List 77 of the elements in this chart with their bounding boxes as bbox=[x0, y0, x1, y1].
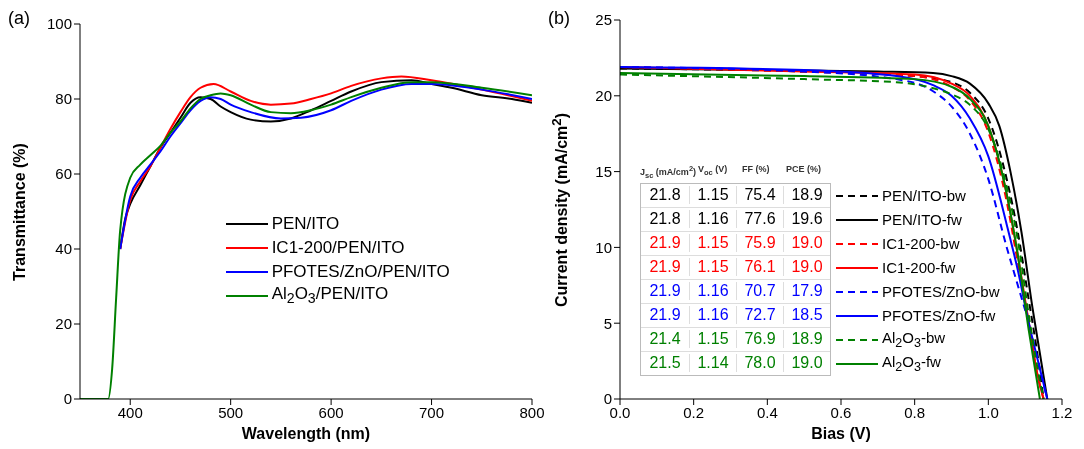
x-tick-label: 800 bbox=[519, 403, 545, 421]
annotation: 21.9 bbox=[649, 258, 681, 276]
annotation: 18.9 bbox=[791, 186, 823, 204]
y-tick-label: 60 bbox=[55, 165, 72, 183]
x-tick-label: 0.0 bbox=[609, 403, 631, 421]
annotation: 19.0 bbox=[791, 258, 823, 276]
annotation: 1.15 bbox=[697, 186, 729, 204]
annotation: 21.8 bbox=[649, 186, 681, 204]
legend-label: IC1-200/PEN/ITO bbox=[271, 237, 405, 258]
annotation: 21.5 bbox=[649, 354, 681, 372]
annotation: 19.0 bbox=[791, 234, 823, 252]
x-tick-label: 700 bbox=[419, 403, 445, 421]
legend-label: PFOTES/ZnO-bw bbox=[882, 283, 1000, 301]
annotation: 76.9 bbox=[744, 330, 776, 348]
annotation: 21.9 bbox=[649, 306, 681, 324]
annotation: 72.7 bbox=[744, 306, 776, 324]
annotation: 78.0 bbox=[744, 354, 776, 372]
y-tick-label: 80 bbox=[55, 90, 72, 108]
y-tick-label: 0 bbox=[603, 390, 612, 408]
annotation: 75.9 bbox=[744, 234, 776, 252]
annotation: 1.15 bbox=[697, 330, 729, 348]
annotation: 1.16 bbox=[697, 210, 729, 228]
annotation: 21.9 bbox=[649, 282, 681, 300]
x-tick-label: 1.2 bbox=[1051, 403, 1073, 421]
y-tick-label: 100 bbox=[46, 15, 72, 33]
annotation: 21.9 bbox=[649, 234, 681, 252]
legend-label: Al$_{2}$O$_{3}$/PEN/ITO bbox=[271, 284, 389, 307]
annotation: 1.16 bbox=[697, 282, 729, 300]
x-tick-label: 500 bbox=[218, 403, 244, 421]
y-tick-label: 10 bbox=[595, 238, 612, 256]
y-axis-title: Transmittance (%) bbox=[11, 142, 28, 281]
x-tick-label: 400 bbox=[117, 403, 143, 421]
x-tick-label: 600 bbox=[318, 403, 344, 421]
annotation: 17.9 bbox=[791, 282, 823, 300]
annotation: PCE (%) bbox=[786, 164, 822, 175]
legend-label: PFOTES/ZnO/PEN/ITO bbox=[271, 261, 450, 282]
legend-label: Al$_{2}$O$_{3}$-fw bbox=[882, 353, 941, 375]
chart-title: (b) bbox=[548, 8, 570, 28]
x-axis-title: Bias (V) bbox=[811, 425, 871, 442]
annotation: 19.0 bbox=[791, 354, 823, 372]
y-tick-label: 20 bbox=[55, 315, 72, 333]
annotation: 18.9 bbox=[791, 330, 823, 348]
annotation: 70.7 bbox=[744, 282, 776, 300]
annotation: 77.6 bbox=[744, 210, 776, 228]
legend-label: PEN/ITO-fw bbox=[882, 211, 962, 229]
legend-label: Al$_{2}$O$_{3}$-bw bbox=[882, 329, 946, 351]
y-tick-label: 20 bbox=[595, 87, 612, 105]
annotation: FF (%) bbox=[742, 164, 770, 175]
legend-label: PFOTES/ZnO-fw bbox=[882, 307, 996, 325]
annotation: 1.14 bbox=[697, 354, 729, 372]
annotation: 1.15 bbox=[697, 258, 729, 276]
annotation: 76.1 bbox=[744, 258, 776, 276]
annotation: 75.4 bbox=[744, 186, 776, 204]
x-tick-label: 0.4 bbox=[756, 403, 778, 421]
x-tick-label: 0.6 bbox=[830, 403, 852, 421]
annotation: 19.6 bbox=[791, 210, 823, 228]
y-tick-label: 0 bbox=[63, 390, 72, 408]
legend-label: PEN/ITO bbox=[271, 213, 340, 234]
legend-label: PEN/ITO-bw bbox=[882, 187, 966, 205]
annotation: 21.4 bbox=[649, 330, 681, 348]
x-tick-label: 0.2 bbox=[683, 403, 705, 421]
legend-label: IC1-200-bw bbox=[882, 235, 960, 253]
y-tick-label: 25 bbox=[595, 11, 612, 29]
annotation: 18.5 bbox=[791, 306, 823, 324]
chart-title: (a) bbox=[8, 8, 30, 28]
y-tick-label: 40 bbox=[55, 240, 72, 258]
annotation: V$_{oc}$ (V) bbox=[698, 164, 728, 177]
y-tick-label: 5 bbox=[603, 314, 612, 332]
legend-label: IC1-200-fw bbox=[882, 259, 956, 277]
annotation: 21.8 bbox=[649, 210, 681, 228]
x-tick-label: 0.8 bbox=[904, 403, 926, 421]
annotation: J$_{sc}$ (mA/cm$^{2}$) bbox=[640, 164, 697, 180]
x-axis-title: Wavelength (nm) bbox=[241, 425, 371, 442]
annotation: 1.16 bbox=[697, 306, 729, 324]
x-tick-label: 1.0 bbox=[977, 403, 999, 421]
annotation: 1.15 bbox=[697, 234, 729, 252]
y-tick-label: 15 bbox=[595, 162, 612, 180]
